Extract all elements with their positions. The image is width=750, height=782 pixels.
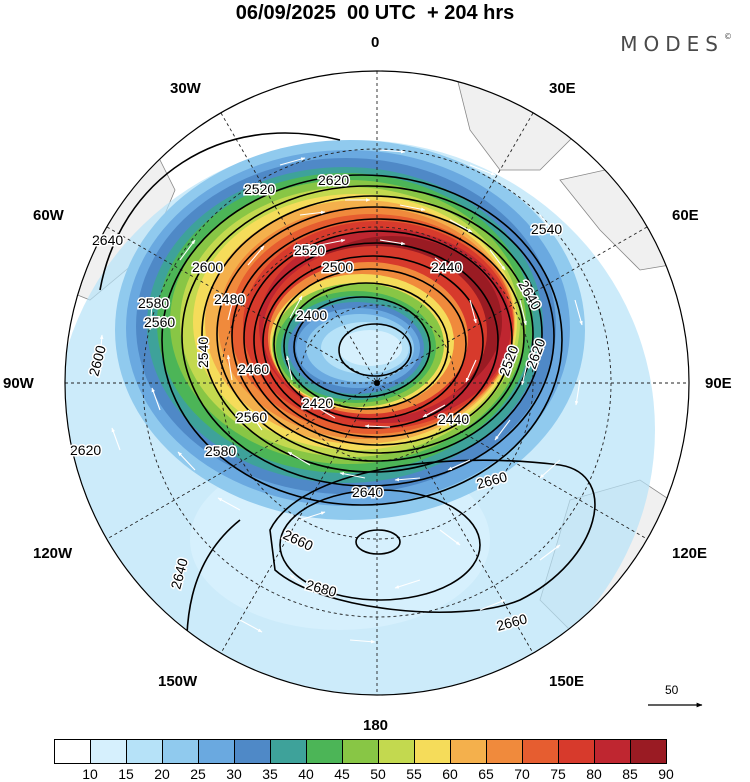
- contour-label: 2660: [475, 468, 509, 492]
- colorbar-swatch: [414, 739, 451, 764]
- colorbar-swatch: [522, 739, 559, 764]
- colorbar-swatch: [198, 739, 235, 764]
- colorbar-swatch: [306, 739, 343, 764]
- pole-dot: [374, 380, 380, 386]
- colorbar-tick-label: 20: [154, 766, 170, 782]
- colorbar-swatch: [450, 739, 487, 764]
- colorbar-tick-label: 50: [370, 766, 386, 782]
- colorbar-swatch: [54, 739, 91, 764]
- contour-label: 2520: [244, 181, 275, 197]
- contour-label: 2540: [531, 221, 562, 237]
- contour-label: 2620: [318, 172, 349, 188]
- colorbar-tick-label: 85: [622, 766, 638, 782]
- colorbar-tick-label: 40: [298, 766, 314, 782]
- lon-label-30e: 30E: [549, 80, 576, 97]
- contour-label: 2400: [296, 307, 327, 323]
- contour-label: 2640: [92, 232, 123, 248]
- wind-speed-field: [65, 140, 655, 695]
- contour-label: 2540: [195, 337, 211, 368]
- contour-label: 2640: [352, 484, 383, 500]
- contour-label: 2620: [70, 442, 101, 458]
- colorbar-tick-label: 55: [406, 766, 422, 782]
- colorbar-swatch: [90, 739, 127, 764]
- contour-label: 2500: [322, 259, 353, 275]
- contour-label: 2460: [238, 361, 269, 377]
- contour-label: 2440: [438, 411, 469, 427]
- colorbar-tick-label: 75: [550, 766, 566, 782]
- colorbar-swatch: [378, 739, 415, 764]
- map-border: [64, 70, 690, 696]
- colorbar-tick-label: 10: [82, 766, 98, 782]
- contour-label: 2580: [205, 443, 236, 459]
- lon-label-150w: 150W: [158, 673, 198, 690]
- contour-label: 2440: [431, 259, 462, 275]
- contour-label: 2580: [138, 295, 169, 311]
- contour-label: 2420: [302, 395, 333, 411]
- polar-stereographic-map: 2620 2520 2540 2640 2600 2520 2440 2580 2480 2560…: [64, 70, 703, 708]
- colorbar-tick-label: 70: [514, 766, 530, 782]
- lon-label-60e: 60E: [672, 207, 699, 224]
- colorbar-swatch: [162, 739, 199, 764]
- colorbar-tick-label: 30: [226, 766, 242, 782]
- lon-label-120w: 120W: [33, 545, 73, 562]
- colorbar-tick-label: 60: [442, 766, 458, 782]
- colorbar-tick-label: 15: [118, 766, 134, 782]
- colorbar-swatch: [594, 739, 631, 764]
- colorbar-swatch: [126, 739, 163, 764]
- colorbar-swatch: [342, 739, 379, 764]
- lon-label-120e: 120E: [672, 545, 708, 562]
- contour-label: 2480: [214, 291, 245, 307]
- lon-label-0: 0: [371, 34, 380, 51]
- colorbar-swatch: [558, 739, 595, 764]
- map-title: 06/09/2025 00 UTC + 204 hrs: [235, 2, 515, 24]
- colorbar-swatch: [234, 739, 271, 764]
- colorbar-swatch: [630, 739, 667, 764]
- colorbar-tick-label: 65: [478, 766, 494, 782]
- colorbar-tick-label: 80: [586, 766, 602, 782]
- wind-vectors: [99, 149, 583, 644]
- lon-label-90e: 90E: [705, 375, 732, 392]
- lon-label-90w: 90W: [3, 375, 34, 392]
- colorbar-swatch: [486, 739, 523, 764]
- lon-label-150e: 150E: [549, 673, 585, 690]
- lon-label-30w: 30W: [170, 80, 201, 97]
- modes-logo: MODES©: [620, 32, 732, 56]
- contour-label: 2520: [294, 242, 325, 258]
- colorbar-tick-label: 25: [190, 766, 206, 782]
- colorbar-tick-label: 45: [334, 766, 350, 782]
- contour-label: 2560: [236, 409, 267, 425]
- wind-reference-label: 50: [665, 683, 679, 697]
- colorbar-swatch: [270, 739, 307, 764]
- colorbar-tick-label: 90: [658, 766, 674, 782]
- height-contours: [99, 132, 596, 695]
- lon-label-180: 180: [363, 717, 389, 734]
- lon-label-60w: 60W: [33, 207, 64, 224]
- contour-label: 2600: [192, 259, 223, 275]
- colorbar-tick-label: 35: [262, 766, 278, 782]
- contour-label: 2560: [144, 314, 175, 330]
